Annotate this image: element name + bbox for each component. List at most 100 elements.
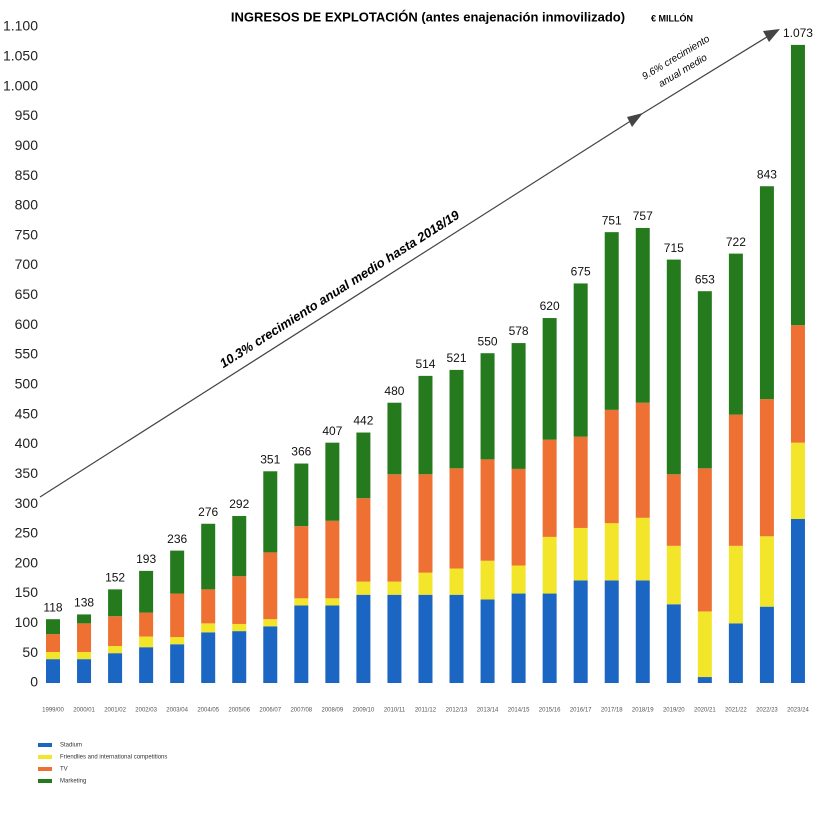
bar-segment bbox=[604, 580, 619, 683]
bar-segment bbox=[294, 598, 309, 606]
arrow-head bbox=[763, 29, 780, 42]
annotation: 10.3% crecimiento anual medio hasta 2018… bbox=[217, 207, 463, 371]
bar-segment bbox=[604, 232, 619, 410]
bar-segment bbox=[263, 552, 278, 620]
bar-segment bbox=[573, 283, 588, 437]
bar-segment bbox=[387, 581, 402, 595]
bar-segment bbox=[46, 619, 60, 635]
bar-segment bbox=[418, 474, 433, 573]
bar-segment bbox=[449, 594, 464, 683]
bar-segment bbox=[77, 623, 92, 652]
y-tick-label: 900 bbox=[15, 137, 39, 153]
x-tick-label: 2003/04 bbox=[166, 708, 188, 714]
bar-segment bbox=[170, 550, 185, 594]
bar-segment bbox=[108, 589, 123, 617]
bar-segment bbox=[480, 560, 495, 600]
bar-segment bbox=[666, 604, 681, 683]
y-tick-label: 1.000 bbox=[3, 77, 38, 93]
y-tick-label: 400 bbox=[15, 435, 39, 451]
bar-segment bbox=[325, 442, 340, 521]
bar-segment bbox=[666, 545, 681, 605]
total-label: 152 bbox=[105, 571, 125, 585]
bar-segment bbox=[759, 606, 774, 683]
bar-segment bbox=[759, 399, 774, 537]
bar-segment bbox=[77, 659, 92, 683]
legend-label: Marketing bbox=[60, 779, 86, 785]
total-label: 715 bbox=[664, 241, 684, 255]
bar-segment bbox=[325, 598, 340, 606]
bar-segment bbox=[46, 634, 60, 652]
total-label: 843 bbox=[757, 167, 777, 181]
total-label: 118 bbox=[43, 600, 62, 614]
bar-segment bbox=[139, 647, 154, 683]
x-tick-label: 2006/07 bbox=[259, 708, 281, 714]
bar-segment bbox=[790, 325, 805, 443]
bar-segment bbox=[356, 432, 371, 499]
total-label: 138 bbox=[74, 596, 94, 610]
x-tick-label: 2001/02 bbox=[104, 708, 126, 714]
total-label: 757 bbox=[633, 209, 653, 223]
x-tick-label: 2008/09 bbox=[322, 708, 344, 714]
bar-segment bbox=[201, 623, 216, 633]
legend-label: Stadium bbox=[60, 743, 82, 749]
bar-segment bbox=[573, 527, 588, 581]
bar-segment bbox=[139, 612, 154, 637]
bar-segment bbox=[108, 646, 123, 654]
y-tick-label: 750 bbox=[15, 226, 39, 242]
total-label: 722 bbox=[726, 235, 746, 249]
bar-segment bbox=[387, 402, 402, 475]
total-label: 351 bbox=[260, 452, 280, 466]
bar-segment bbox=[728, 253, 743, 415]
bar-segment bbox=[542, 536, 557, 594]
bar-segment bbox=[542, 593, 557, 683]
bar-segment bbox=[635, 580, 650, 683]
bar-segment bbox=[201, 589, 216, 624]
y-tick-label: 650 bbox=[15, 286, 39, 302]
bar-segment bbox=[201, 632, 216, 683]
bar-segment bbox=[356, 498, 371, 582]
bar-segment bbox=[294, 526, 309, 599]
x-tick-label: 2004/05 bbox=[197, 708, 219, 714]
bar-segment bbox=[480, 353, 495, 460]
bar-segment bbox=[635, 402, 650, 518]
bar-segment bbox=[542, 439, 557, 537]
bar-segment bbox=[573, 436, 588, 528]
x-tick-label: 2022/23 bbox=[756, 708, 778, 714]
y-tick-label: 300 bbox=[15, 495, 39, 511]
x-tick-label: 2015/16 bbox=[539, 708, 561, 714]
bar-segment bbox=[449, 369, 464, 469]
bar-segment bbox=[46, 651, 60, 660]
total-label: 751 bbox=[602, 213, 622, 227]
y-tick-label: 1.100 bbox=[3, 18, 38, 34]
bar-segment bbox=[77, 651, 92, 660]
bar-segment bbox=[418, 594, 433, 683]
y-tick-label: 550 bbox=[15, 346, 39, 362]
bar-segment bbox=[387, 474, 402, 582]
bar-segment bbox=[263, 619, 278, 627]
total-label: 620 bbox=[540, 299, 560, 313]
bar-segment bbox=[511, 468, 526, 566]
bar-segment bbox=[232, 516, 247, 577]
total-label: 653 bbox=[695, 272, 715, 286]
x-tick-label: 2018/19 bbox=[632, 708, 654, 714]
bar-segment bbox=[728, 545, 743, 624]
x-tick-label: 2010/11 bbox=[384, 708, 406, 714]
bar-segment bbox=[511, 593, 526, 683]
bar-segment bbox=[325, 605, 340, 683]
bar-segment bbox=[635, 517, 650, 581]
chart-title: INGRESOS DE EXPLOTACIÓN (antes enajenaci… bbox=[231, 9, 625, 24]
bar-segment bbox=[201, 523, 216, 590]
total-label: 276 bbox=[198, 505, 218, 519]
legend-swatch bbox=[38, 743, 52, 747]
bar-segment bbox=[480, 599, 495, 683]
bar-segment bbox=[232, 623, 247, 632]
x-tick-label: 2005/06 bbox=[228, 708, 250, 714]
legend-label: TV bbox=[60, 767, 68, 773]
x-tick-label: 2023/24 bbox=[787, 708, 809, 714]
unit-label: € MILLÓN bbox=[651, 12, 693, 23]
bar-segment bbox=[790, 519, 805, 683]
y-tick-label: 800 bbox=[15, 197, 39, 213]
bar-segment bbox=[480, 459, 495, 561]
arrow-head bbox=[627, 113, 643, 127]
bar-segment bbox=[294, 463, 309, 527]
